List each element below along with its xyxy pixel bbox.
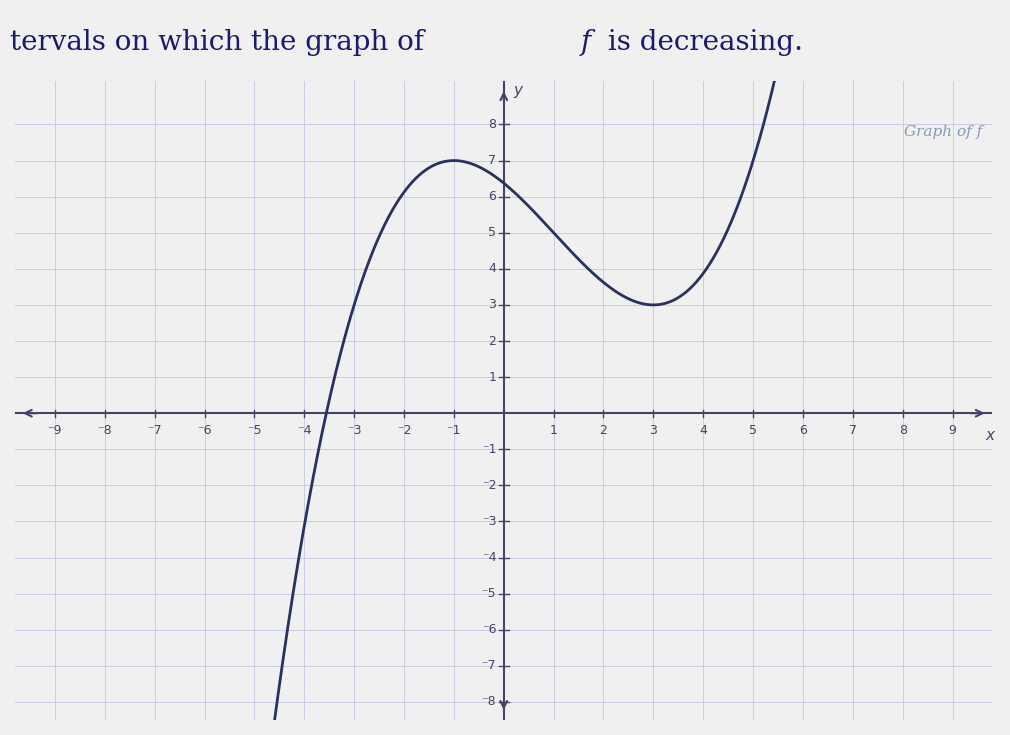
Text: 2: 2 [489,334,496,348]
Text: 3: 3 [489,298,496,312]
Text: ⁻3: ⁻3 [346,424,362,437]
Text: 6: 6 [489,190,496,203]
Text: ⁻4: ⁻4 [482,551,496,564]
Text: 6: 6 [799,424,807,437]
Text: is decreasing.: is decreasing. [599,29,803,57]
Text: ⁻6: ⁻6 [197,424,212,437]
Text: 4: 4 [699,424,707,437]
Text: ⁻9: ⁻9 [47,424,63,437]
Text: 3: 3 [649,424,658,437]
Text: ⁻8: ⁻8 [97,424,112,437]
Text: 1: 1 [489,370,496,384]
Text: ⁻1: ⁻1 [482,442,496,456]
Text: ⁻3: ⁻3 [482,515,496,528]
Text: 4: 4 [489,262,496,276]
Text: 8: 8 [488,118,496,131]
Text: tervals on which the graph of: tervals on which the graph of [10,29,433,57]
Text: ⁻7: ⁻7 [482,659,496,673]
Text: 5: 5 [749,424,758,437]
Text: ⁻1: ⁻1 [446,424,462,437]
Text: ⁻6: ⁻6 [482,623,496,637]
Text: ⁻4: ⁻4 [297,424,311,437]
Text: ⁻2: ⁻2 [482,479,496,492]
Text: 7: 7 [848,424,856,437]
Text: 1: 1 [549,424,558,437]
Text: ⁻5: ⁻5 [247,424,262,437]
Text: 5: 5 [488,226,496,239]
Text: ⁻7: ⁻7 [147,424,162,437]
Text: y: y [514,83,523,98]
Text: ⁻8: ⁻8 [482,695,496,709]
Text: 8: 8 [899,424,907,437]
Text: Graph of f: Graph of f [904,125,983,139]
Text: x: x [986,428,995,442]
Text: ⁻2: ⁻2 [397,424,411,437]
Text: 7: 7 [488,154,496,167]
Text: f: f [581,29,591,57]
Text: ⁻5: ⁻5 [482,587,496,600]
Text: 2: 2 [600,424,607,437]
Text: 9: 9 [948,424,956,437]
